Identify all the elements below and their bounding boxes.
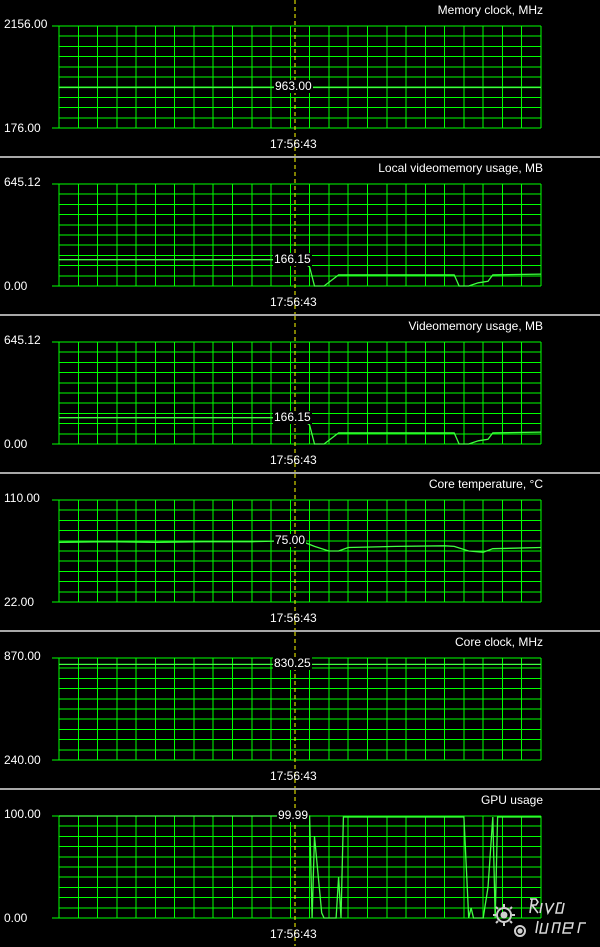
ymin-label: 0.00 bbox=[4, 911, 28, 925]
graph-title: Local videomemory usage, MB bbox=[378, 161, 543, 175]
time-label: 17:56:43 bbox=[270, 137, 317, 151]
cursor-value-label: 75.00 bbox=[274, 533, 307, 547]
ymin-label: 176.00 bbox=[4, 121, 41, 135]
cursor-value-label: 166.15 bbox=[273, 410, 312, 424]
graph-title: Videomemory usage, MB bbox=[408, 319, 543, 333]
cursor-value-label: 963.00 bbox=[274, 79, 313, 93]
time-label: 17:56:43 bbox=[270, 769, 317, 783]
ymin-label: 240.00 bbox=[4, 753, 41, 767]
ymin-label: 0.00 bbox=[4, 437, 28, 451]
time-label: 17:56:43 bbox=[270, 927, 317, 941]
panel-separator bbox=[0, 630, 600, 632]
ymin-label: 0.00 bbox=[4, 279, 28, 293]
graph-panel: Core clock, MHz 870.00 240.00 830.25 17:56:4… bbox=[0, 632, 600, 788]
graph-panel: Core temperature, °C 110.00 22.00 75.00 17:5… bbox=[0, 474, 600, 630]
graph-panel: Local videomemory usage, MB 645.12 0.00 166… bbox=[0, 158, 600, 314]
ymin-label: 22.00 bbox=[4, 595, 35, 609]
graph-panel: Videomemory usage, MB 645.12 0.00 166.15 17:… bbox=[0, 316, 600, 472]
series-line bbox=[59, 417, 542, 445]
ymax-label: 2156.00 bbox=[4, 17, 48, 31]
grid bbox=[52, 499, 542, 603]
ymax-label: 870.00 bbox=[4, 649, 41, 663]
panel-separator bbox=[0, 472, 600, 474]
graph-title: GPU usage bbox=[480, 793, 543, 807]
time-label: 17:56:43 bbox=[270, 453, 317, 467]
graph-plot bbox=[52, 474, 542, 630]
grid bbox=[52, 25, 542, 129]
graph-panel: Memory clock, MHz 2156.00 176.00 963.00 17:5… bbox=[0, 0, 600, 156]
panel-separator bbox=[0, 788, 600, 790]
graph-title: Core temperature, °C bbox=[428, 477, 543, 491]
series-line bbox=[58, 539, 542, 553]
grid bbox=[52, 341, 542, 445]
cursor-value-label: 166.15 bbox=[273, 252, 312, 266]
cursor-value-label: 99.99 bbox=[277, 808, 310, 822]
graph-plot bbox=[52, 158, 542, 314]
ymax-label: 645.12 bbox=[4, 175, 41, 189]
series-line bbox=[59, 259, 542, 287]
graph-plot bbox=[52, 316, 542, 472]
cursor-value-label: 830.25 bbox=[273, 656, 312, 670]
graph-title: Core clock, MHz bbox=[454, 635, 543, 649]
ymax-label: 110.00 bbox=[4, 491, 40, 505]
time-label: 17:56:43 bbox=[270, 295, 317, 309]
panel-separator bbox=[0, 156, 600, 158]
grid bbox=[52, 657, 542, 761]
time-label: 17:56:43 bbox=[270, 611, 317, 625]
grid bbox=[52, 183, 542, 287]
graph-plot bbox=[52, 0, 542, 156]
panel-separator bbox=[0, 314, 600, 316]
rivatuner-logo bbox=[493, 898, 586, 937]
graph-plot bbox=[52, 632, 542, 788]
series-line bbox=[59, 815, 541, 919]
ymax-label: 100.00 bbox=[4, 807, 41, 821]
graph-title: Memory clock, MHz bbox=[437, 3, 543, 17]
ymax-label: 645.12 bbox=[4, 333, 41, 347]
